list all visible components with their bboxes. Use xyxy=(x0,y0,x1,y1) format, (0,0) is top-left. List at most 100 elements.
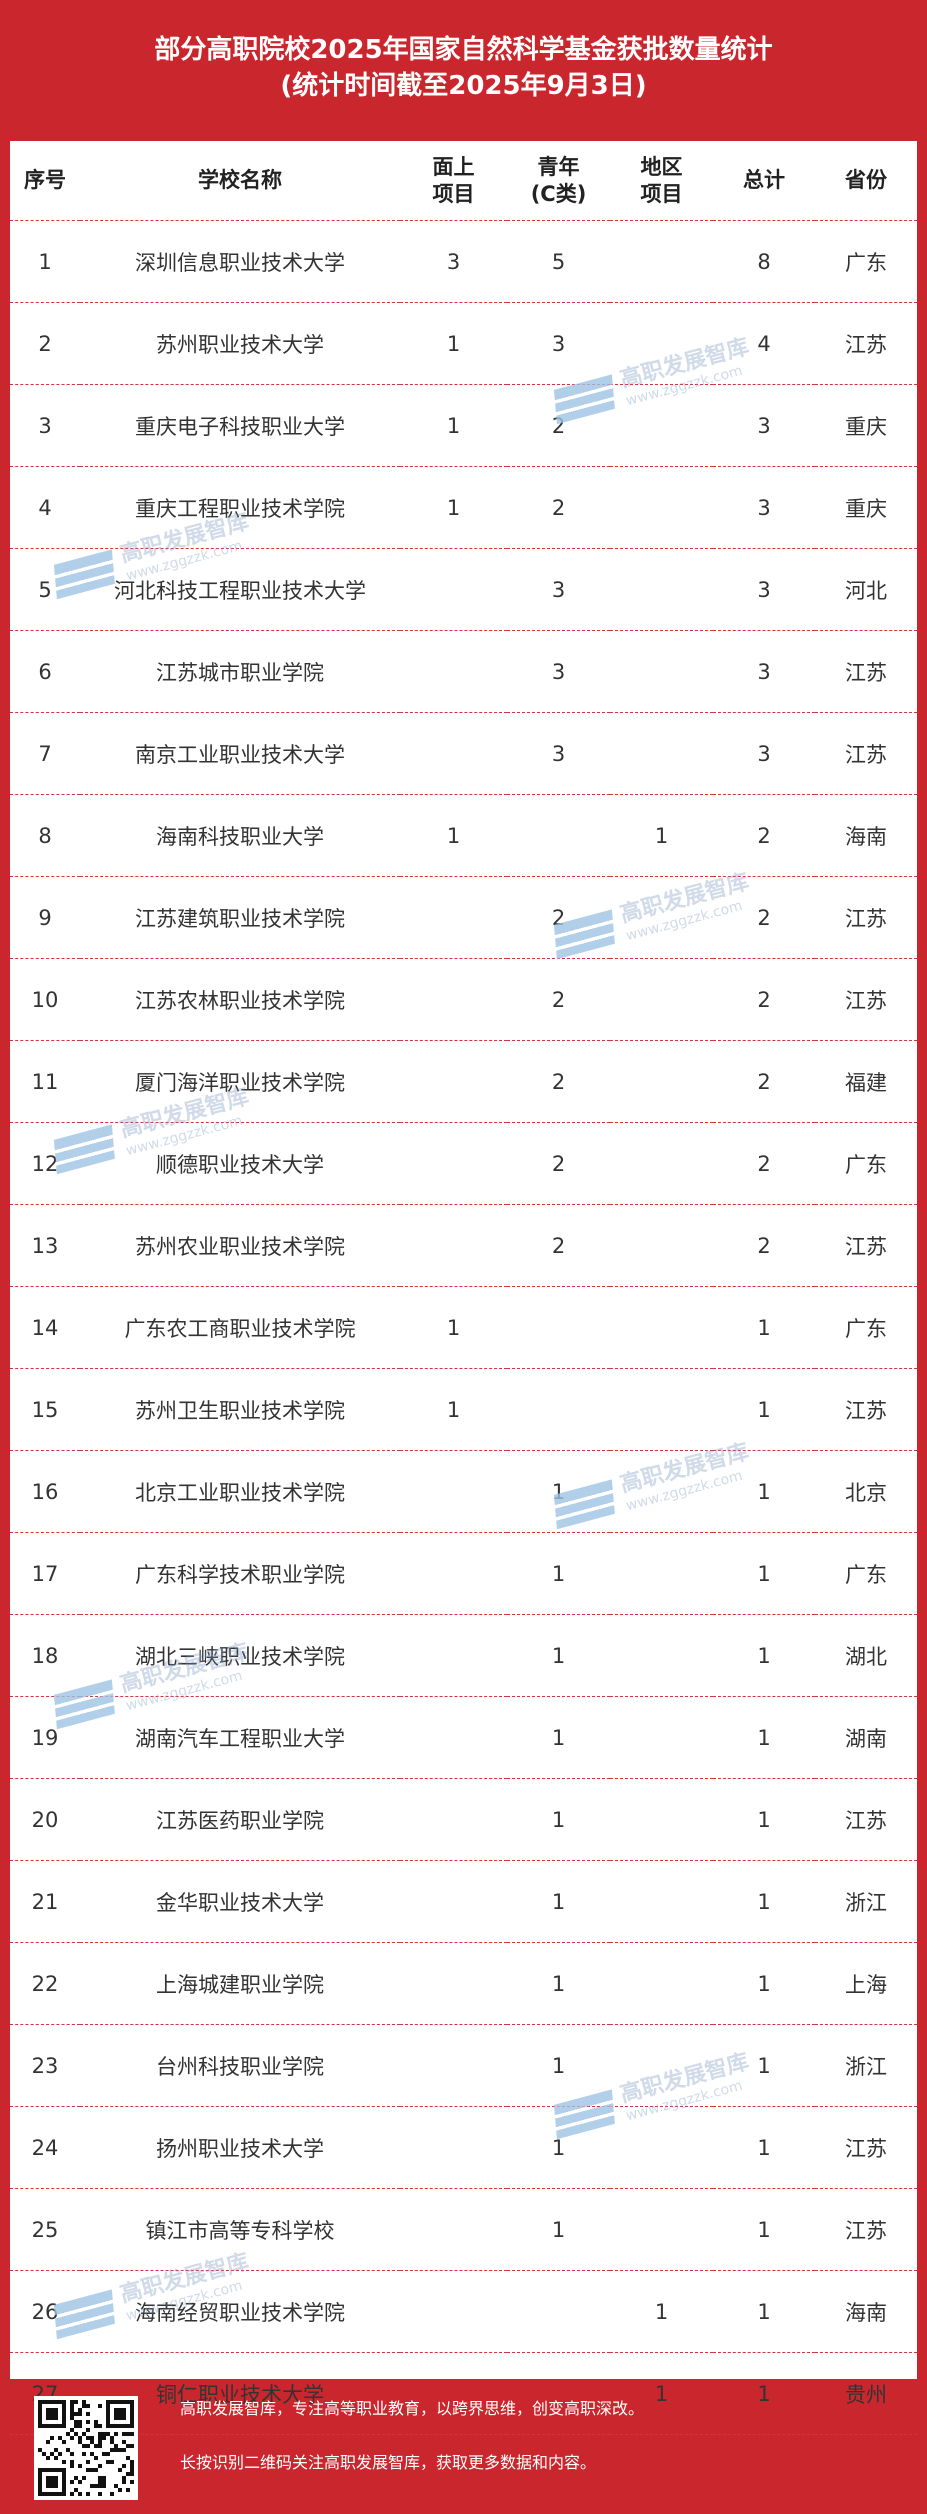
qr-module xyxy=(122,2476,126,2480)
table-cell: 2 xyxy=(10,302,80,385)
table-cell: 深圳信息职业技术大学 xyxy=(80,220,400,303)
table-cell xyxy=(610,1286,713,1369)
qr-module xyxy=(110,2440,114,2444)
table-cell: 17 xyxy=(10,1532,80,1615)
qr-module xyxy=(62,2416,66,2420)
header: 部分高职院校2025年国家自然科学基金获批数量统计 (统计时间截至2025年9月… xyxy=(0,0,927,141)
table-cell xyxy=(610,2188,713,2271)
table-cell xyxy=(610,1122,713,1205)
table-cell: 2 xyxy=(507,466,610,549)
qr-module xyxy=(114,2424,118,2428)
qr-module xyxy=(62,2400,66,2404)
table-cell: 广东 xyxy=(815,220,917,303)
qr-module xyxy=(102,2436,106,2440)
qr-module xyxy=(118,2424,122,2428)
table-cell xyxy=(400,2024,507,2107)
qr-module xyxy=(70,2452,74,2456)
qr-module xyxy=(98,2404,102,2408)
qr-module xyxy=(94,2420,98,2424)
table-cell xyxy=(400,2188,507,2271)
qr-module xyxy=(118,2468,122,2472)
table-cell: 1 xyxy=(400,384,507,467)
table-cell: 3 xyxy=(507,548,610,631)
qr-module xyxy=(78,2440,82,2444)
table-cell: 3 xyxy=(507,712,610,795)
table-cell xyxy=(610,1368,713,1451)
table-cell: 18 xyxy=(10,1614,80,1697)
qr-module xyxy=(114,2432,118,2436)
qr-module xyxy=(78,2412,82,2416)
qr-module xyxy=(122,2416,126,2420)
qr-module xyxy=(130,2444,134,2448)
column-header-line: 面上 xyxy=(432,154,475,179)
table-cell xyxy=(610,384,713,467)
table-cell: 北京 xyxy=(815,1450,917,1533)
table-cell: 11 xyxy=(10,1040,80,1123)
table-cell: 顺德职业技术大学 xyxy=(80,1122,400,1205)
table-cell: 江苏 xyxy=(815,630,917,713)
table-cell xyxy=(400,958,507,1041)
qr-module xyxy=(78,2492,82,2496)
qr-module xyxy=(46,2400,50,2404)
table-cell: 1 xyxy=(400,466,507,549)
qr-module xyxy=(46,2440,50,2444)
table-cell: 江苏农林职业技术学院 xyxy=(80,958,400,1041)
table-row: 20 江苏医药职业学院 1 1 江苏 xyxy=(10,1778,917,1861)
qr-module xyxy=(58,2492,62,2496)
table-cell: 1 xyxy=(507,2024,610,2107)
qr-module xyxy=(82,2400,86,2404)
table-cell: 江苏 xyxy=(815,1368,917,1451)
qr-module xyxy=(126,2432,130,2436)
table-row: 12 顺德职业技术大学 2 2 广东 xyxy=(10,1122,917,1205)
qr-module xyxy=(106,2408,110,2412)
table-cell: 21 xyxy=(10,1860,80,1943)
table-cell xyxy=(400,2106,507,2189)
table-cell: 5 xyxy=(10,548,80,631)
qr-module xyxy=(50,2400,54,2404)
qr-module xyxy=(102,2480,106,2484)
qr-module xyxy=(46,2456,50,2460)
qr-module xyxy=(42,2452,46,2456)
qr-module xyxy=(74,2476,78,2480)
table-cell: 1 xyxy=(713,2024,815,2107)
table-cell: 16 xyxy=(10,1450,80,1533)
qr-module xyxy=(130,2460,134,2464)
table-cell: 南京工业职业技术大学 xyxy=(80,712,400,795)
qr-module xyxy=(70,2492,74,2496)
qr-module xyxy=(38,2420,42,2424)
table-cell xyxy=(507,1286,610,1369)
qr-module xyxy=(98,2440,102,2444)
table-body: 1 深圳信息职业技术大学 3 5 8 广东 2 苏州职业技术大学 1 3 4 江苏 3 重庆电子科技职业大… xyxy=(10,220,917,2435)
table-cell xyxy=(610,1778,713,1861)
qr-module xyxy=(130,2432,134,2436)
qr-module xyxy=(62,2412,66,2416)
qr-module xyxy=(110,2448,114,2452)
qr-module xyxy=(62,2440,66,2444)
column-header-line: (C类) xyxy=(530,181,587,206)
qr-module xyxy=(54,2456,58,2460)
qr-module xyxy=(78,2408,82,2412)
qr-module xyxy=(62,2468,66,2472)
qr-module xyxy=(66,2448,70,2452)
table-cell xyxy=(400,1122,507,1205)
qr-module xyxy=(70,2400,74,2404)
table-cell xyxy=(610,302,713,385)
qr-module xyxy=(42,2492,46,2496)
qr-module xyxy=(70,2436,74,2440)
qr-module xyxy=(50,2408,54,2412)
table-cell xyxy=(610,958,713,1041)
table-cell: 1 xyxy=(713,2352,815,2435)
qr-module xyxy=(62,2484,66,2488)
qr-module xyxy=(82,2452,86,2456)
table-cell xyxy=(610,1942,713,2025)
qr-module xyxy=(38,2400,42,2404)
qr-module xyxy=(46,2408,50,2412)
table-cell: 上海城建职业学院 xyxy=(80,1942,400,2025)
qr-module xyxy=(130,2408,134,2412)
qr-module xyxy=(98,2432,102,2436)
qr-module xyxy=(94,2484,98,2488)
qr-module xyxy=(54,2476,58,2480)
table-cell: 江苏 xyxy=(815,2106,917,2189)
qr-module xyxy=(54,2412,58,2416)
qr-module xyxy=(38,2412,42,2416)
